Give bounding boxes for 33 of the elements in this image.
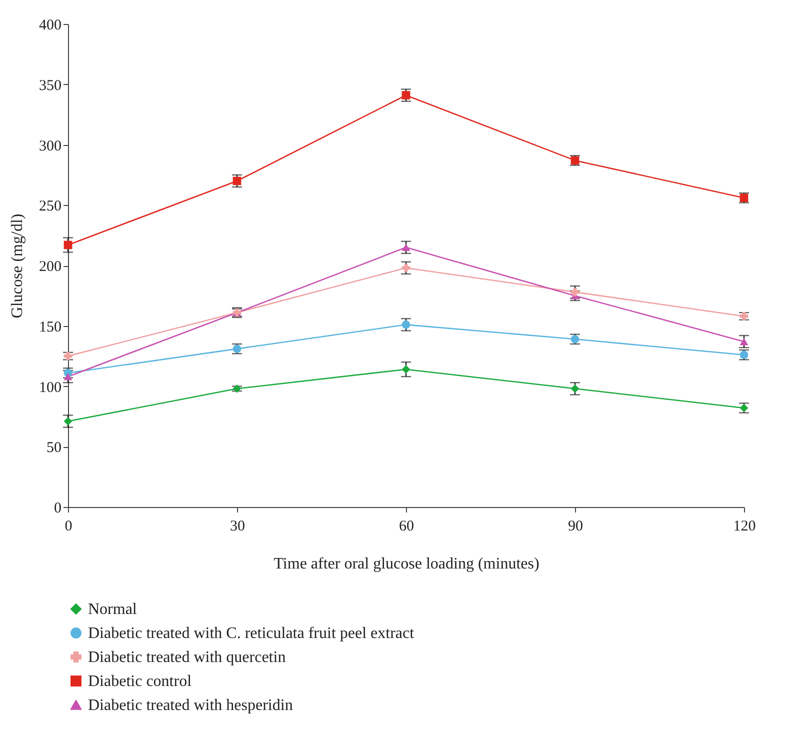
point: [740, 338, 748, 346]
point: [570, 384, 580, 393]
legend-label: Normal: [88, 601, 138, 618]
point: [232, 176, 242, 186]
y-tick-label: 100: [39, 380, 62, 396]
y-tick-label: 300: [39, 138, 62, 154]
y-tick-label: 0: [54, 500, 62, 516]
y-tick-label: 400: [39, 18, 62, 34]
legend-label: Diabetic treated with quercetin: [88, 649, 286, 666]
x-axis-title: Time after oral glucose loading (minutes): [274, 556, 540, 572]
x-tick-label: 30: [230, 518, 245, 534]
point: [402, 244, 410, 252]
legend-label: Diabetic control: [88, 673, 192, 690]
x-tick-label: 120: [733, 518, 756, 534]
point: [64, 372, 72, 380]
point: [402, 264, 410, 272]
x-tick-label: 90: [568, 518, 583, 534]
legend-label: Diabetic treated with hesperidin: [88, 697, 293, 714]
x-tick-label: 0: [64, 518, 72, 534]
y-tick-label: 200: [39, 259, 62, 275]
point: [402, 91, 410, 100]
point: [402, 320, 410, 329]
y-tick-label: 150: [39, 319, 62, 336]
point: [402, 365, 410, 374]
point: [64, 352, 72, 360]
x-tick-label: 60: [399, 518, 414, 534]
y-tick-label: 350: [39, 78, 62, 94]
y-tick-label: 250: [39, 198, 62, 215]
y-axis-title: Glucose (mg/dl): [9, 214, 26, 318]
legend-label: Diabetic treated with C. reticulata fruit peel extract: [88, 625, 415, 642]
point: [64, 240, 72, 250]
point: [64, 417, 72, 426]
y-tick-label: 50: [46, 440, 62, 456]
